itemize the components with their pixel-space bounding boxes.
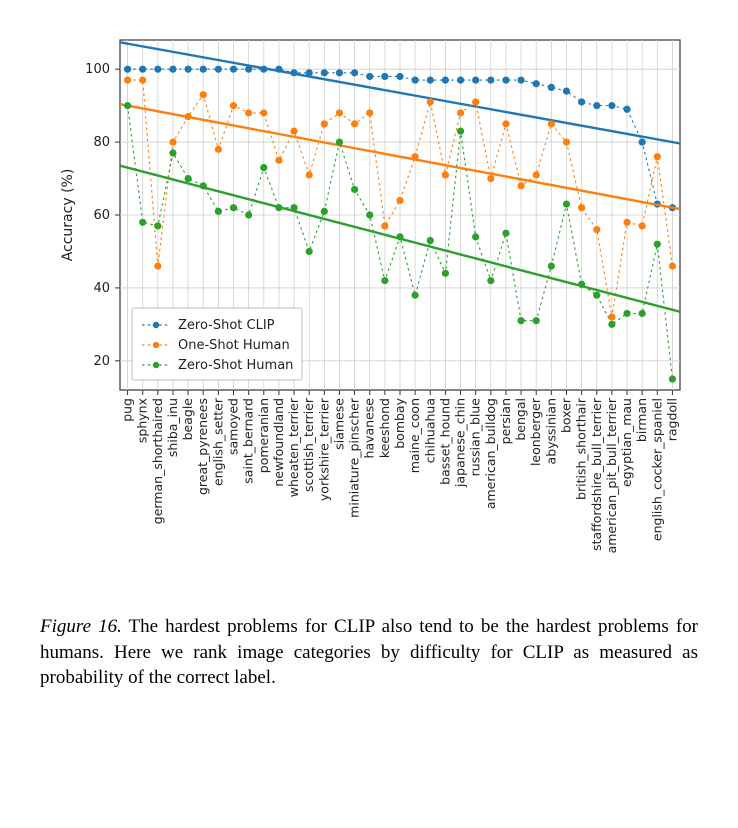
svg-text:100: 100: [85, 62, 110, 77]
svg-text:saint_bernard: saint_bernard: [241, 398, 256, 484]
svg-text:english_cocker_spaniel: english_cocker_spaniel: [649, 398, 664, 541]
svg-text:samoyed: samoyed: [226, 398, 241, 455]
svg-text:british_shorthair: british_shorthair: [574, 397, 589, 500]
svg-text:pug: pug: [120, 398, 135, 422]
svg-text:miniature_pinscher: miniature_pinscher: [347, 397, 362, 518]
caption-text: The hardest problems for CLIP also tend …: [40, 616, 698, 688]
svg-text:egyptian_mau: egyptian_mau: [619, 398, 634, 487]
svg-text:shiba_inu: shiba_inu: [165, 398, 180, 457]
figure-caption: Figure 16. The hardest problems for CLIP…: [40, 614, 698, 691]
accuracy-chart: 20 40 60 80 100 Accuracy (%) pugsphynxgerman_s…: [40, 20, 698, 590]
svg-text:boxer: boxer: [558, 397, 573, 433]
svg-text:Accuracy (%): Accuracy (%): [60, 169, 76, 262]
svg-text:One-Shot Human: One-Shot Human: [178, 338, 290, 353]
svg-text:20: 20: [93, 354, 110, 369]
svg-text:60: 60: [93, 208, 110, 223]
figure-container: 20 40 60 80 100 Accuracy (%) pugsphynxgerman_s…: [0, 0, 738, 711]
svg-text:english_setter: english_setter: [210, 397, 225, 486]
svg-text:basset_hound: basset_hound: [437, 398, 452, 485]
svg-text:bengal: bengal: [513, 398, 528, 441]
svg-text:yorkshire_terrier: yorkshire_terrier: [316, 397, 331, 501]
svg-text:wheaten_terrier: wheaten_terrier: [286, 397, 301, 497]
svg-text:leonberger: leonberger: [528, 397, 543, 466]
svg-text:birman: birman: [634, 398, 649, 442]
svg-text:scottish_terrier: scottish_terrier: [301, 397, 316, 492]
svg-text:maine_coon: maine_coon: [407, 398, 422, 473]
caption-label: Figure 16.: [40, 616, 122, 637]
svg-text:sphynx: sphynx: [135, 398, 150, 443]
svg-text:persian: persian: [498, 398, 513, 444]
svg-text:russian_blue: russian_blue: [468, 398, 483, 477]
svg-text:abyssinian: abyssinian: [543, 398, 558, 464]
svg-text:40: 40: [93, 281, 110, 296]
svg-text:havanese: havanese: [362, 398, 377, 459]
svg-text:japanese_chin: japanese_chin: [453, 398, 468, 488]
svg-text:staffordshire_bull_terrier: staffordshire_bull_terrier: [589, 397, 604, 551]
svg-text:keeshond: keeshond: [377, 398, 392, 458]
svg-text:pomeranian: pomeranian: [256, 398, 271, 473]
svg-text:Zero-Shot CLIP: Zero-Shot CLIP: [178, 318, 275, 333]
svg-text:great_pyrenees: great_pyrenees: [195, 398, 210, 495]
svg-text:beagle: beagle: [180, 398, 195, 441]
svg-text:american_pit_bull_terrier: american_pit_bull_terrier: [604, 397, 619, 553]
svg-text:american_bulldog: american_bulldog: [483, 398, 498, 509]
svg-text:newfoundland: newfoundland: [271, 398, 286, 487]
svg-text:chihuahua: chihuahua: [422, 398, 437, 463]
svg-text:Zero-Shot Human: Zero-Shot Human: [178, 358, 293, 373]
svg-text:german_shorthaired: german_shorthaired: [150, 398, 165, 524]
svg-text:siamese: siamese: [331, 398, 346, 450]
svg-text:80: 80: [93, 135, 110, 150]
svg-text:bombay: bombay: [392, 397, 407, 448]
svg-text:ragdoll: ragdoll: [664, 398, 679, 441]
